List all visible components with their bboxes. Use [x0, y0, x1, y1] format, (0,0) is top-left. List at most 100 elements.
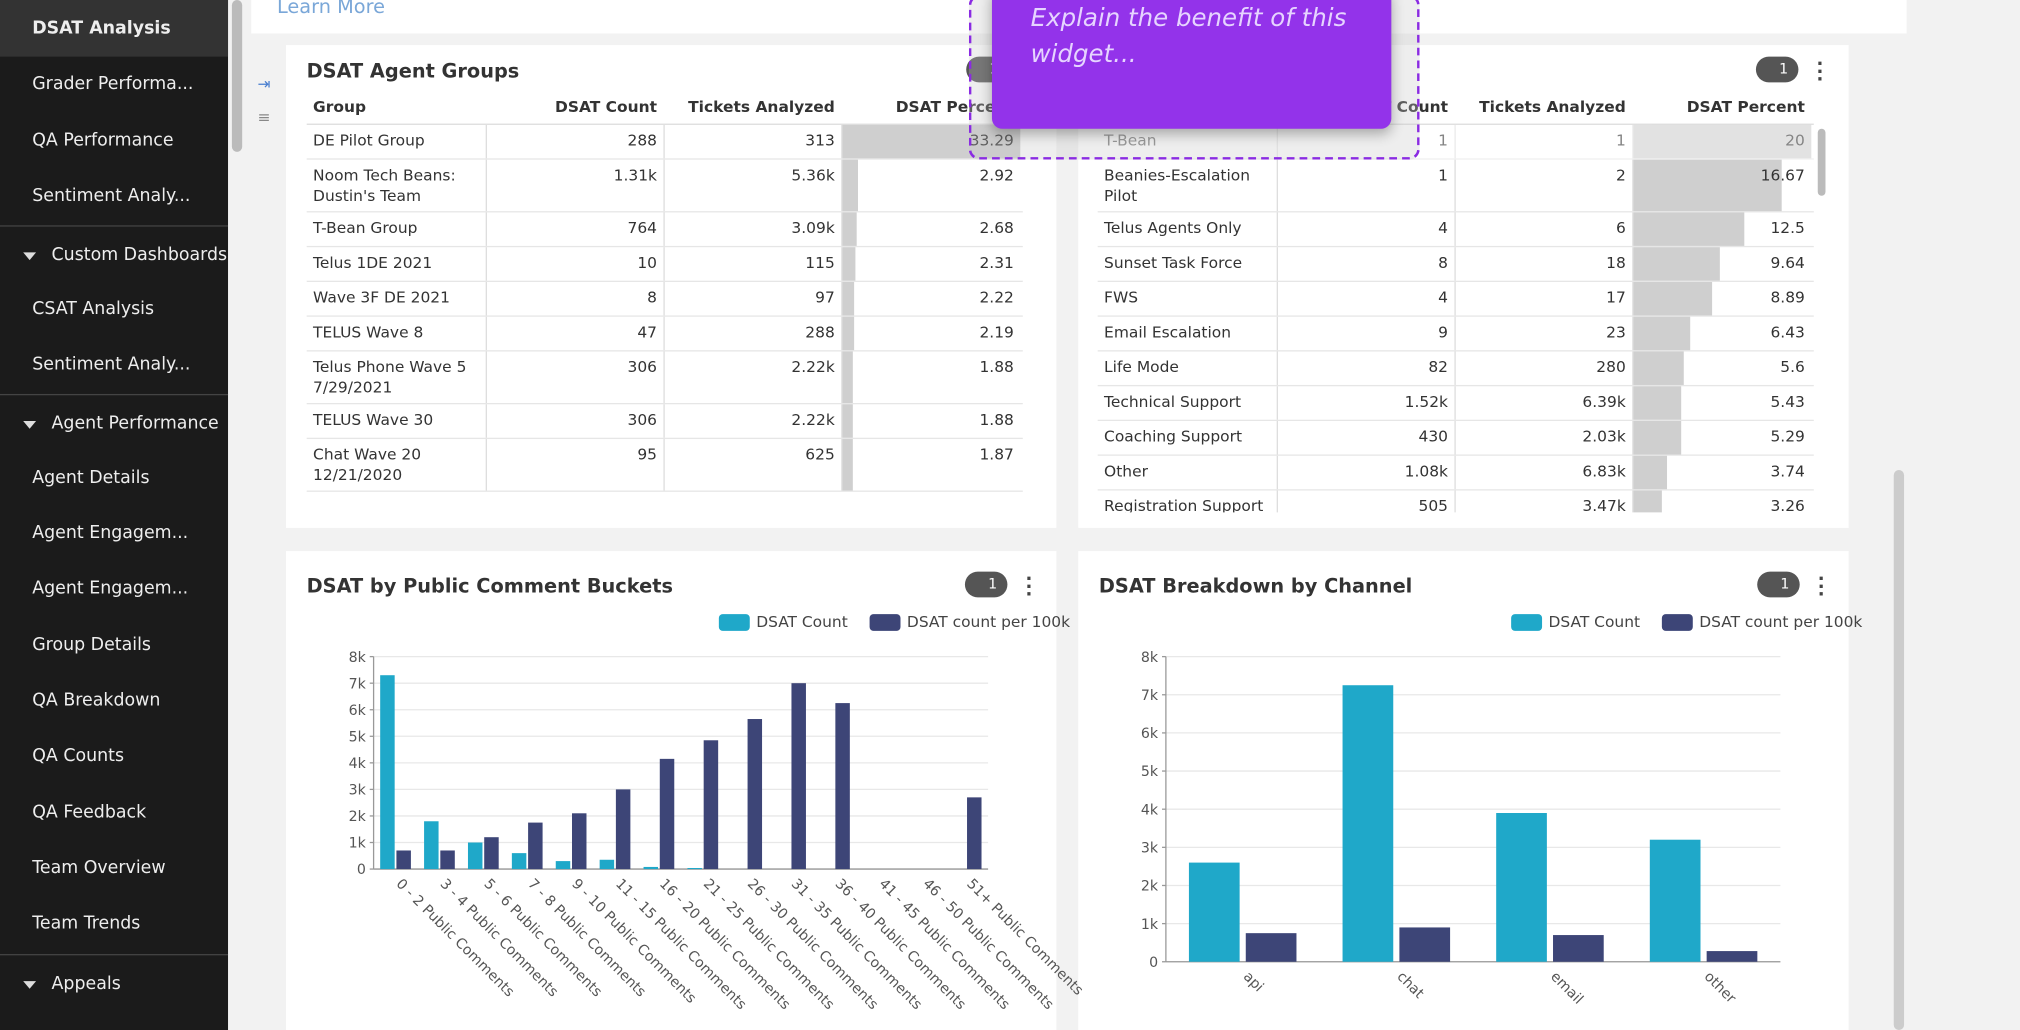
bar	[659, 758, 675, 870]
column-header[interactable]: DSAT Percent	[1686, 97, 1805, 116]
column-header[interactable]: DSAT Count	[554, 97, 658, 116]
table-row: FWS 4 17 8.89	[1097, 281, 1814, 317]
cell-text: 430	[1418, 427, 1449, 446]
cell-text: 6	[1615, 218, 1626, 237]
column-header[interactable]: Group	[313, 97, 367, 116]
percent-bar	[842, 439, 853, 491]
cell-text: 5.43	[1770, 392, 1805, 411]
more-menu[interactable]: ···	[1025, 569, 1033, 606]
table-cell: 1.88	[841, 404, 1020, 438]
percent-bar	[842, 212, 857, 246]
bar	[467, 842, 483, 870]
filter-badge[interactable]: 1	[1755, 56, 1799, 83]
cell-text: 288	[627, 131, 658, 150]
cell-text: Coaching Support	[1104, 427, 1243, 446]
bar	[747, 719, 763, 870]
table-cell: Telus Agents Only	[1098, 212, 1277, 245]
cell-text: 9.64	[1770, 253, 1805, 272]
table-row: Other 1.08k 6.83k 3.74	[1097, 455, 1814, 491]
nav-item[interactable]: Sentiment Analy...	[32, 354, 191, 375]
table-cell: Chat Wave 20 12/21/2020	[307, 439, 486, 491]
cell-text: 505	[1418, 496, 1449, 513]
cell-text: 20	[1785, 131, 1805, 150]
cell-text: 306	[627, 410, 658, 429]
nav-section[interactable]: Appeals	[0, 953, 229, 1011]
collapse-icon[interactable]: ⇥	[257, 74, 271, 93]
table-cell: 6	[1454, 212, 1632, 246]
more-menu[interactable]: ···	[1817, 569, 1825, 606]
more-menu[interactable]: ···	[1816, 54, 1824, 91]
nav-item[interactable]: DSAT Analysis	[32, 18, 171, 39]
nav-item[interactable]: Group Details	[32, 634, 151, 655]
nav-item[interactable]: Agent Engagem...	[32, 578, 189, 600]
nav-section[interactable]: Custom Dashboards	[0, 225, 229, 284]
table-cell: FWS	[1098, 282, 1277, 315]
filter-badge[interactable]: 1	[1757, 571, 1800, 598]
bar	[1399, 927, 1451, 962]
percent-bar	[1633, 316, 1691, 351]
cell-text: 2.22k	[791, 410, 835, 429]
cell-text: Other	[1104, 462, 1148, 481]
nav-section[interactable]: Agent Performance	[0, 394, 229, 452]
cell-text: 6.83k	[1582, 462, 1626, 481]
y-tick-label: 0	[1149, 955, 1158, 971]
column-header[interactable]: Tickets Analyzed	[688, 97, 835, 116]
y-tick-label: 6k	[349, 703, 367, 719]
caret	[23, 980, 37, 989]
nav-item[interactable]: Grader Performa...	[32, 73, 194, 95]
filter-badge[interactable]: 1	[964, 571, 1008, 598]
y-tick-label: 8k	[1141, 650, 1159, 666]
table-cell: 4	[1276, 281, 1455, 316]
percent-bar	[1633, 386, 1682, 420]
y-tick-label: 6k	[1141, 726, 1159, 742]
filter-icon[interactable]: ≡	[257, 108, 271, 127]
column-header[interactable]: DSAT Percent	[895, 97, 1014, 116]
nav-item[interactable]: Agent Details	[32, 467, 150, 488]
nav-item[interactable]: Team Overview	[32, 857, 166, 878]
table-cell: 430	[1276, 421, 1455, 455]
header-row: Group DSAT Count Tickets Analyzed DSAT Perc…	[306, 90, 1023, 125]
bar	[835, 703, 850, 870]
cell-text: 2.19	[979, 323, 1014, 342]
table-cell: 3.47k	[1454, 490, 1632, 513]
nav-item[interactable]: Agent Engagem...	[32, 522, 189, 544]
table-cell: 2.22k	[663, 351, 841, 403]
legend-swatch	[1661, 614, 1693, 631]
table-cell: 115	[663, 247, 841, 281]
x-tick-label: other	[1701, 969, 1739, 1007]
nav-item[interactable]: QA Performance	[32, 129, 174, 151]
table-cell: 1.87	[841, 439, 1020, 491]
table-scrollbar	[1817, 128, 1826, 196]
table-cell: TELUS Wave 30	[307, 404, 486, 437]
table-cell: 6.43	[1632, 316, 1811, 351]
cell-text: 115	[805, 253, 835, 272]
table-cell: 5.29	[1632, 421, 1811, 455]
nav-item[interactable]: QA Counts	[32, 745, 125, 767]
nav-item[interactable]: CSAT Analysis	[32, 298, 155, 319]
y-tick-label: 2k	[1141, 879, 1159, 895]
table-cell: 3.74	[1632, 455, 1811, 490]
nav-item[interactable]: Sentiment Analy...	[32, 185, 191, 206]
percent-bar	[1633, 159, 1782, 212]
percent-bar	[1633, 281, 1713, 316]
cell-text: Registration Support	[1104, 496, 1264, 513]
cell-text: Technical Support	[1104, 392, 1242, 411]
cell-text: 2.92	[979, 166, 1014, 185]
table-cell: 9.64	[1632, 247, 1811, 281]
percent-bar	[842, 247, 855, 281]
cell-text: 2.03k	[1582, 427, 1626, 446]
cell-text: 2.31	[979, 253, 1014, 272]
table-cell: Beanies-Escalation Pilot	[1098, 160, 1277, 212]
table-row: Coaching Support 430 2.03k 5.29	[1097, 421, 1814, 456]
cell-text: 2.22k	[791, 357, 835, 376]
table-row: Wave 3F DE 2021 8 97 2.22	[306, 281, 1023, 317]
nav-item[interactable]: Team Trends	[32, 913, 141, 934]
cell-text: 2.22	[979, 288, 1014, 307]
table-cell: DE Pilot Group	[307, 125, 486, 158]
cell-text: 16.67	[1760, 166, 1805, 185]
column-header[interactable]: Tickets Analyzed	[1479, 97, 1626, 116]
cell-text: 4	[1438, 288, 1449, 307]
learn-more-link[interactable]: Learn More	[276, 0, 386, 19]
nav-item[interactable]: QA Feedback	[32, 801, 147, 823]
nav-item[interactable]: QA Breakdown	[32, 690, 161, 711]
